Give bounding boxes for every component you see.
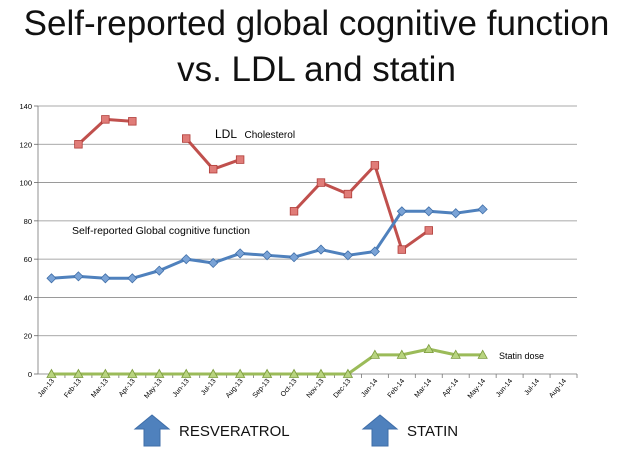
data-point (208, 257, 219, 269)
data-point (369, 246, 380, 257)
data-point (369, 349, 381, 359)
x-tick-label: Dec-13 (333, 378, 353, 400)
y-tick-label: 40 (24, 293, 32, 302)
x-tick-label: Aug-14 (548, 378, 568, 400)
statin-intervention-label: STATIN (407, 423, 459, 440)
x-tick-label: Jul-14 (523, 378, 541, 397)
intervention-arrows (133, 414, 399, 447)
x-tick-label: Feb-13 (63, 378, 83, 400)
data-point (315, 244, 327, 255)
data-point (477, 204, 488, 215)
x-tick-label: May-14 (467, 378, 487, 400)
data-point (234, 368, 246, 378)
data-point (74, 140, 83, 149)
y-tick-label: 60 (24, 255, 32, 264)
data-point (100, 273, 111, 284)
x-tick-label: May-13 (143, 378, 163, 400)
data-point (289, 207, 299, 216)
data-point (207, 368, 219, 378)
cognitive-series-label: Self-reported Global cognitive function (72, 225, 250, 237)
up-arrow-icon (361, 414, 399, 447)
x-tick-label: Jan-14 (360, 378, 379, 399)
data-point (397, 245, 407, 254)
data-point (315, 368, 327, 378)
data-point (342, 368, 354, 378)
x-tick-label: Jun-14 (495, 378, 514, 399)
y-tick-label: 140 (19, 102, 32, 111)
data-point (396, 206, 407, 217)
y-tick-label: 20 (24, 332, 32, 341)
x-tick-label: Mar-14 (414, 378, 434, 400)
data-point (181, 368, 192, 378)
data-point (288, 252, 300, 263)
x-tick-label: Sep-13 (252, 378, 272, 400)
data-point (477, 349, 488, 359)
series-diamond (46, 204, 488, 284)
x-tick-label: Oct-13 (280, 378, 299, 399)
resveratrol-label: RESVERATROL (179, 423, 290, 440)
series-line (292, 163, 430, 252)
ldl-series-label: LDL Cholesterol (215, 125, 295, 142)
x-tick-label: Jul-13 (200, 378, 218, 397)
series-line (185, 137, 241, 171)
data-point (370, 161, 380, 170)
statin-series-label: Statin dose (499, 351, 544, 361)
data-point (127, 273, 138, 284)
data-point (450, 349, 461, 359)
x-tick-label: Aug-13 (225, 378, 245, 400)
data-point (424, 226, 433, 235)
data-point (235, 155, 245, 164)
x-tick-label: Jun-13 (172, 378, 191, 399)
data-point (262, 250, 273, 261)
data-point (128, 117, 137, 126)
series-square (74, 115, 433, 254)
data-point (46, 273, 57, 284)
y-tick-label: 100 (19, 179, 32, 188)
x-tick-label: Apr-13 (118, 378, 137, 399)
data-point (208, 164, 218, 174)
annotations: LDL Cholesterol Self-reported Global cog… (72, 125, 544, 361)
data-point (423, 206, 434, 217)
series-layer (46, 115, 488, 378)
data-point (342, 250, 353, 261)
x-tick-label: Mar-13 (90, 378, 110, 400)
x-tick-label: Jan-13 (37, 378, 56, 399)
data-point (343, 189, 353, 199)
data-point (101, 115, 110, 124)
x-axis-ticks: Jan-13 Feb-13 Mar-13 Apr-13 May-13 Jun-13 Jul-… (37, 374, 578, 400)
data-point (450, 208, 461, 219)
data-point (46, 368, 57, 378)
data-point (73, 368, 84, 378)
data-point (154, 368, 165, 378)
x-tick-label: Feb-14 (387, 378, 407, 400)
data-point (235, 248, 246, 259)
data-point (181, 254, 192, 265)
y-tick-label: 120 (19, 140, 32, 149)
up-arrow-icon (133, 414, 171, 447)
data-point (396, 349, 408, 359)
x-tick-label: Apr-14 (441, 378, 460, 399)
chart-title-line-2: vs. LDL and statin (177, 50, 456, 89)
axes (37, 106, 577, 375)
data-point (261, 368, 273, 378)
data-point (182, 134, 191, 143)
y-axis-ticks: 0 20 40 60 80 100 120 140 (19, 102, 38, 379)
data-point (73, 271, 84, 282)
y-tick-label: 0 (28, 370, 32, 379)
gridlines (38, 105, 577, 337)
data-point (154, 265, 165, 276)
data-point (316, 178, 326, 187)
data-point (288, 368, 300, 378)
data-point (423, 343, 434, 354)
data-point (127, 368, 138, 378)
x-tick-label: Nov-13 (306, 378, 326, 400)
chart-title-line-1: Self-reported global cognitive function (23, 4, 610, 43)
series-triangle (46, 343, 488, 378)
y-tick-label: 80 (24, 217, 32, 226)
series-line (51, 207, 483, 280)
data-point (100, 368, 111, 378)
